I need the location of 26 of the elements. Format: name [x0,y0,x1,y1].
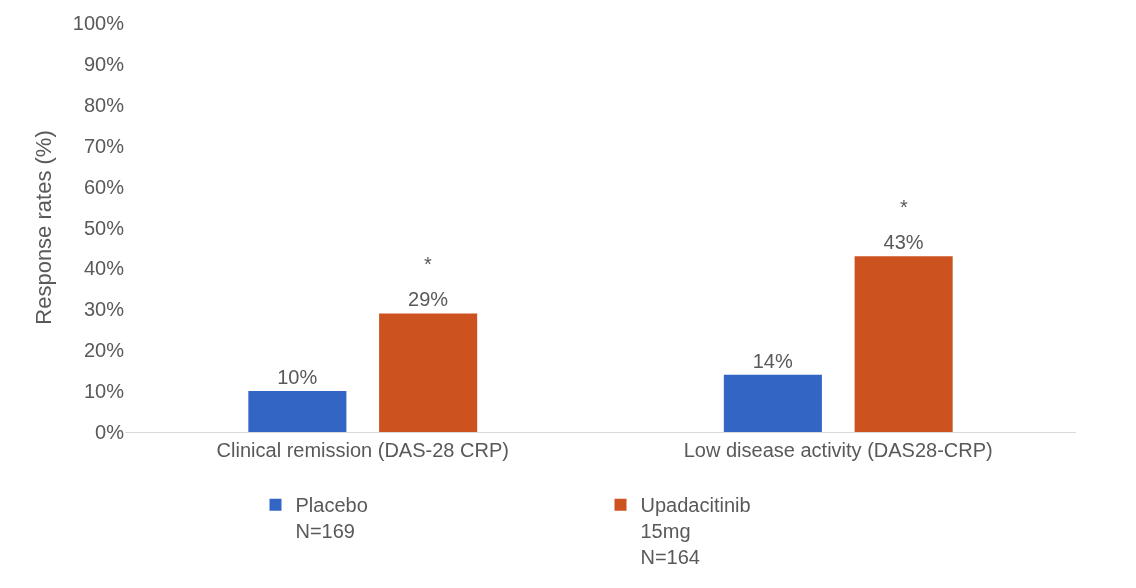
y-tick-label: 40% [83,257,125,280]
bar [379,313,478,432]
y-tick-label: 50% [83,216,125,239]
y-tick-label: 30% [83,298,125,321]
x-tick-label: Low disease activity (DAS28-CRP) [683,439,993,461]
legend-label: Placebo N=169 [295,494,368,543]
legend-label: Upadacitinib 15mg N=164 [640,494,751,569]
annotation: * [424,253,432,275]
y-tick-label: 90% [83,52,125,75]
bar [248,391,347,432]
annotation: * [900,196,908,218]
y-tick-label: 10% [83,380,125,403]
data-label: 14% [752,349,793,372]
data-label: 29% [408,288,449,311]
bar [854,256,953,432]
y-tick-label: 20% [83,339,125,362]
y-tick-label: 80% [83,93,125,116]
data-label: 10% [277,366,318,389]
bar [723,374,822,432]
y-tick-label: 70% [83,134,125,157]
y-tick-label: 100% [72,12,125,34]
x-tick-label: Clinical remission (DAS-28 CRP) [216,439,509,461]
data-label: 43% [883,231,924,254]
y-axis-title: Response rates (%) [30,130,56,325]
y-tick-label: 60% [83,175,125,198]
y-tick-label: 0% [95,421,125,443]
